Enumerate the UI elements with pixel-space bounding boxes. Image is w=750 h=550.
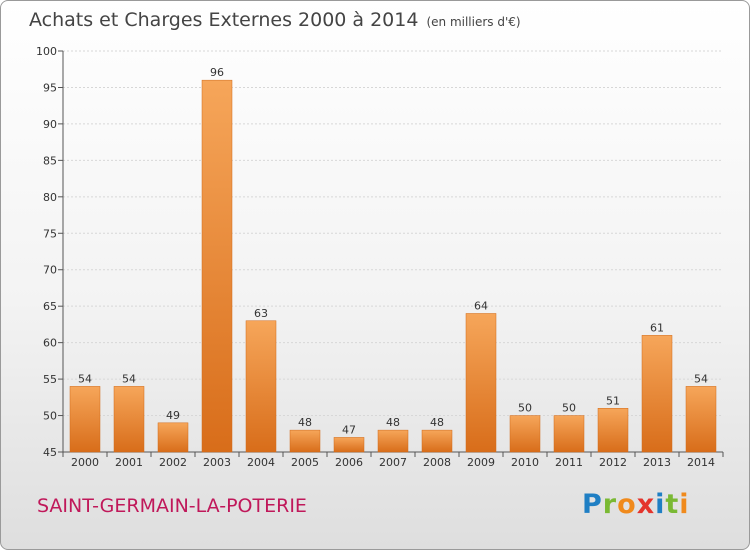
y-tick-label: 60 [43, 337, 57, 350]
x-tick-label: 2005 [291, 456, 319, 469]
logo-letter: i [679, 489, 690, 520]
bar [245, 320, 277, 453]
x-tick-label: 2007 [379, 456, 407, 469]
x-tick-label: 2001 [115, 456, 143, 469]
bar-value-label: 54 [122, 372, 136, 385]
bar-value-label: 48 [430, 416, 444, 429]
bar [597, 408, 629, 453]
bar [641, 335, 673, 453]
y-tick-label: 65 [43, 300, 57, 313]
bar [333, 437, 365, 453]
x-tick-label: 2003 [203, 456, 231, 469]
bar [553, 415, 585, 453]
bar [421, 429, 453, 453]
chart-subtitle: (en milliers d'€) [426, 15, 521, 29]
bar [201, 79, 233, 453]
proxiti-logo: Proxiti [582, 489, 690, 520]
x-tick-label: 2008 [423, 456, 451, 469]
bar [157, 422, 189, 453]
bar [509, 415, 541, 453]
bar-value-label: 64 [474, 299, 488, 312]
chart-title-text: Achats et Charges Externes 2000 à 2014 [29, 9, 419, 31]
bar-value-label: 51 [606, 394, 620, 407]
x-tick-label: 2000 [71, 456, 99, 469]
bar-value-label: 48 [298, 416, 312, 429]
bar [465, 313, 497, 453]
x-tick-label: 2006 [335, 456, 363, 469]
x-tick-label: 2004 [247, 456, 275, 469]
y-tick-label: 70 [43, 264, 57, 277]
bar [377, 429, 409, 453]
y-tick-label: 55 [43, 373, 57, 386]
bar-value-label: 50 [518, 402, 532, 415]
logo-letter: i [655, 489, 666, 520]
bar-value-label: 54 [78, 372, 92, 385]
logo-letter: t [665, 489, 680, 520]
bar-value-label: 96 [210, 66, 224, 79]
bar-value-label: 49 [166, 409, 180, 422]
logo-letter: P [582, 489, 603, 520]
x-tick-label: 2009 [467, 456, 495, 469]
bar-value-label: 48 [386, 416, 400, 429]
bar-value-label: 47 [342, 423, 356, 436]
x-tick-label: 2014 [687, 456, 715, 469]
y-tick-label: 100 [36, 45, 57, 58]
y-tick-label: 45 [43, 446, 57, 459]
y-tick-label: 90 [43, 118, 57, 131]
logo-letter: o [617, 489, 637, 520]
y-tick-label: 75 [43, 227, 57, 240]
y-tick-label: 50 [43, 410, 57, 423]
bar [69, 386, 101, 453]
bar-value-label: 54 [694, 372, 708, 385]
logo-letter: x [636, 489, 656, 520]
commune-name: SAINT-GERMAIN-LA-POTERIE [37, 495, 307, 517]
y-tick-label: 95 [43, 81, 57, 94]
grid-lines [63, 50, 723, 417]
bar-value-label: 50 [562, 402, 576, 415]
bar [113, 386, 145, 453]
x-tick-label: 2013 [643, 456, 671, 469]
bar-value-label: 63 [254, 307, 268, 320]
bar [685, 386, 717, 453]
logo-letter: r [602, 489, 618, 520]
x-tick-label: 2012 [599, 456, 627, 469]
bar-value-label: 61 [650, 321, 664, 334]
bar [289, 429, 321, 453]
chart-title: Achats et Charges Externes 2000 à 2014 (e… [29, 9, 521, 31]
bars [69, 79, 717, 453]
x-tick-label: 2010 [511, 456, 539, 469]
y-tick-label: 80 [43, 191, 57, 204]
y-tick-label: 85 [43, 154, 57, 167]
x-tick-label: 2002 [159, 456, 187, 469]
value-labels: 54 54 49 96 63 48 47 48 48 64 50 50 51 61 54 [78, 66, 708, 436]
x-tick-label: 2011 [555, 456, 583, 469]
